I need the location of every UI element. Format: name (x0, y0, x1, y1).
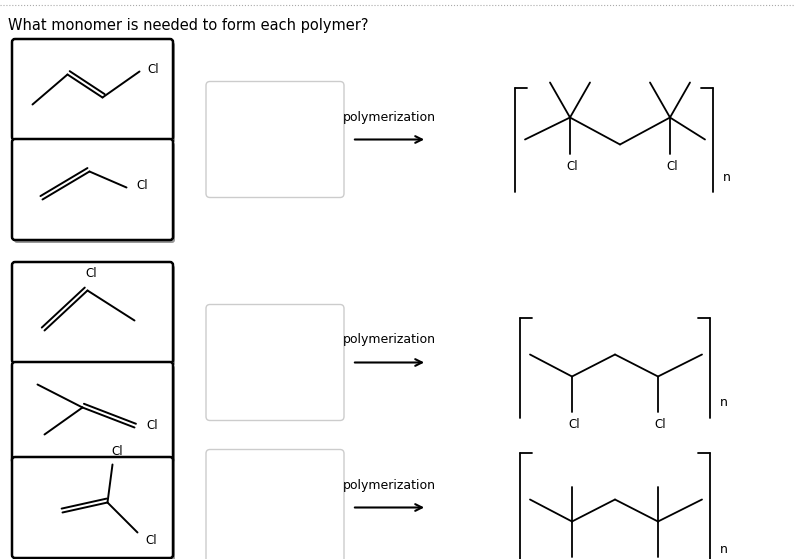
FancyBboxPatch shape (12, 262, 173, 363)
Text: Cl: Cl (148, 63, 160, 76)
FancyBboxPatch shape (12, 362, 173, 463)
FancyBboxPatch shape (206, 449, 344, 559)
FancyBboxPatch shape (14, 265, 175, 366)
Text: What monomer is needed to form each polymer?: What monomer is needed to form each poly… (8, 18, 368, 33)
Text: Cl: Cl (147, 419, 158, 432)
Text: Cl: Cl (666, 160, 678, 173)
Text: Cl: Cl (145, 534, 157, 547)
Text: polymerization: polymerization (343, 479, 436, 491)
FancyBboxPatch shape (14, 142, 175, 243)
FancyBboxPatch shape (206, 82, 344, 197)
FancyBboxPatch shape (12, 139, 173, 240)
Text: n: n (723, 171, 730, 184)
FancyBboxPatch shape (12, 457, 173, 558)
Text: Cl: Cl (86, 267, 98, 280)
FancyBboxPatch shape (14, 42, 175, 143)
Text: n: n (720, 396, 728, 409)
Text: Cl: Cl (569, 418, 580, 431)
FancyBboxPatch shape (14, 365, 175, 466)
FancyBboxPatch shape (206, 305, 344, 420)
Text: Cl: Cl (566, 160, 578, 173)
Text: Cl: Cl (654, 418, 666, 431)
Text: Cl: Cl (137, 179, 148, 192)
FancyBboxPatch shape (14, 460, 175, 559)
FancyBboxPatch shape (12, 39, 173, 140)
Text: polymerization: polymerization (343, 334, 436, 347)
Text: n: n (720, 543, 728, 556)
Text: Cl: Cl (112, 445, 123, 458)
Text: polymerization: polymerization (343, 111, 436, 124)
